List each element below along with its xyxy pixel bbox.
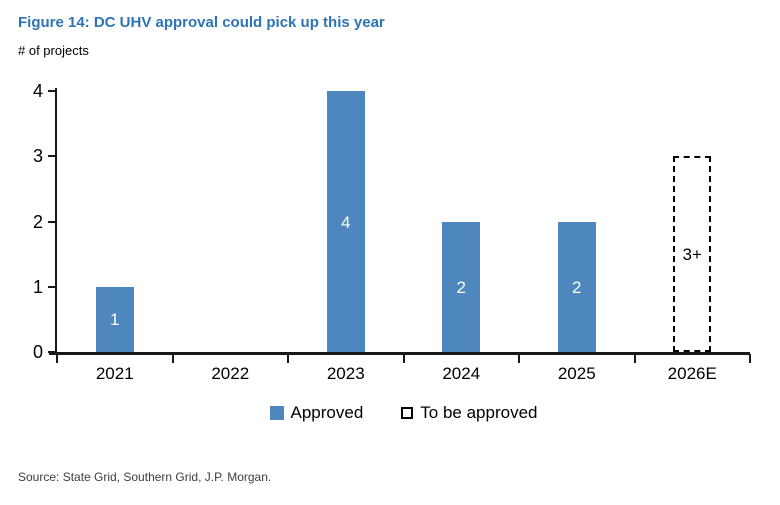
- figure-title: Figure 14: DC UHV approval could pick up…: [18, 14, 385, 31]
- y-tick-label: 0: [32, 342, 43, 362]
- y-tick: [48, 220, 55, 223]
- x-axis-label-2022: 2022: [211, 364, 250, 383]
- y-tick-label: 1: [32, 276, 43, 297]
- y-tick: [48, 155, 55, 158]
- x-tick: [749, 354, 751, 363]
- bar-2024: [442, 221, 481, 352]
- y-tick-label: 4: [32, 81, 43, 101]
- source-note: Source: State Grid, Southern Grid, J.P. …: [18, 470, 272, 484]
- approved-swatch-icon: [269, 406, 284, 420]
- x-tick: [171, 354, 174, 363]
- x-axis-label-2021: 2021: [95, 364, 134, 383]
- x-tick: [402, 354, 405, 363]
- bar-value-label-2021: 1: [110, 310, 120, 330]
- x-axis-line: [49, 352, 750, 355]
- legend-item-to-be-approved: To be approved: [401, 403, 537, 423]
- y-axis-line: [55, 88, 57, 355]
- y-axis-unit-label: # of projects: [18, 43, 89, 58]
- bar-2025: [557, 221, 596, 352]
- x-axis-label-2024: 2024: [442, 364, 481, 383]
- to-be-approved-swatch-icon: [401, 407, 414, 419]
- legend-label-approved: Approved: [290, 403, 364, 422]
- x-tick: [518, 354, 520, 363]
- x-tick: [633, 354, 636, 363]
- bar-value-label-2026E: 3+: [682, 245, 702, 265]
- bar-value-label-2025: 2: [572, 277, 582, 297]
- bar-2023: [326, 91, 365, 352]
- legend-item-approved: Approved: [269, 403, 364, 423]
- chart-legend: Approved To be approved: [57, 403, 750, 423]
- y-tick: [48, 351, 55, 353]
- y-tick: [48, 285, 55, 288]
- bar-chart-plot: 0 1 2 3 4 2021 2022 2023 2024 2025 2026E 1 4 2 2 3+: [32, 81, 751, 383]
- x-tick: [56, 354, 58, 363]
- bar-value-label-2023: 4: [341, 212, 351, 232]
- legend-label-to-be-approved: To be approved: [420, 403, 538, 422]
- x-axis-label-2025: 2025: [557, 364, 596, 383]
- x-axis-label-2026E: 2026E: [667, 364, 717, 383]
- y-tick-label: 3: [32, 146, 43, 167]
- bar-2026E: [673, 156, 712, 352]
- bar-2021: [95, 286, 134, 352]
- bar-value-label-2024: 2: [456, 277, 466, 297]
- y-tick: [48, 90, 55, 92]
- y-tick-label: 2: [32, 211, 43, 232]
- x-axis-label-2023: 2023: [326, 364, 365, 383]
- x-tick: [287, 354, 289, 363]
